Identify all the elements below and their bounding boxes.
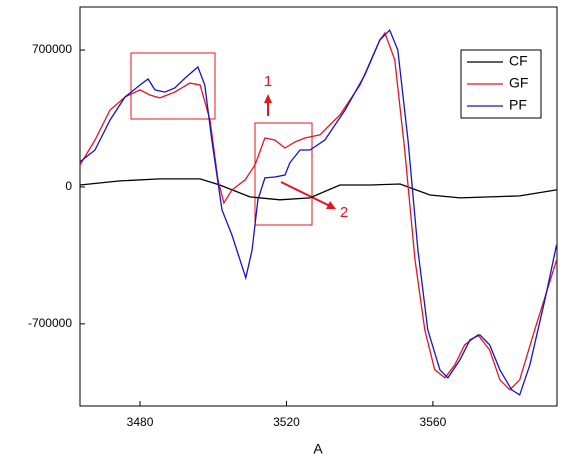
y-tick-label: 0 [65, 179, 72, 193]
highlight-box [254, 122, 313, 226]
plot-frame [79, 6, 558, 407]
series-line [79, 178, 557, 201]
legend-label: CF [509, 53, 528, 69]
x-tick-label: 3480 [127, 415, 154, 429]
annotation: 2 [340, 204, 348, 221]
legend-label: PF [509, 97, 527, 113]
y-tick-label: -700000 [28, 316, 72, 330]
highlight-box [130, 52, 216, 120]
annotation: 1 [264, 73, 272, 90]
series-line [79, 28, 558, 396]
arrow [280, 181, 331, 207]
legend-label: GF [509, 75, 528, 91]
x-axis-label: A [313, 441, 323, 457]
y-tick-label: 700000 [32, 42, 72, 56]
x-tick-label: 3560 [420, 415, 447, 429]
arrow-head [326, 201, 336, 209]
x-tick-label: 3520 [273, 415, 300, 429]
arrow-head [264, 94, 272, 103]
